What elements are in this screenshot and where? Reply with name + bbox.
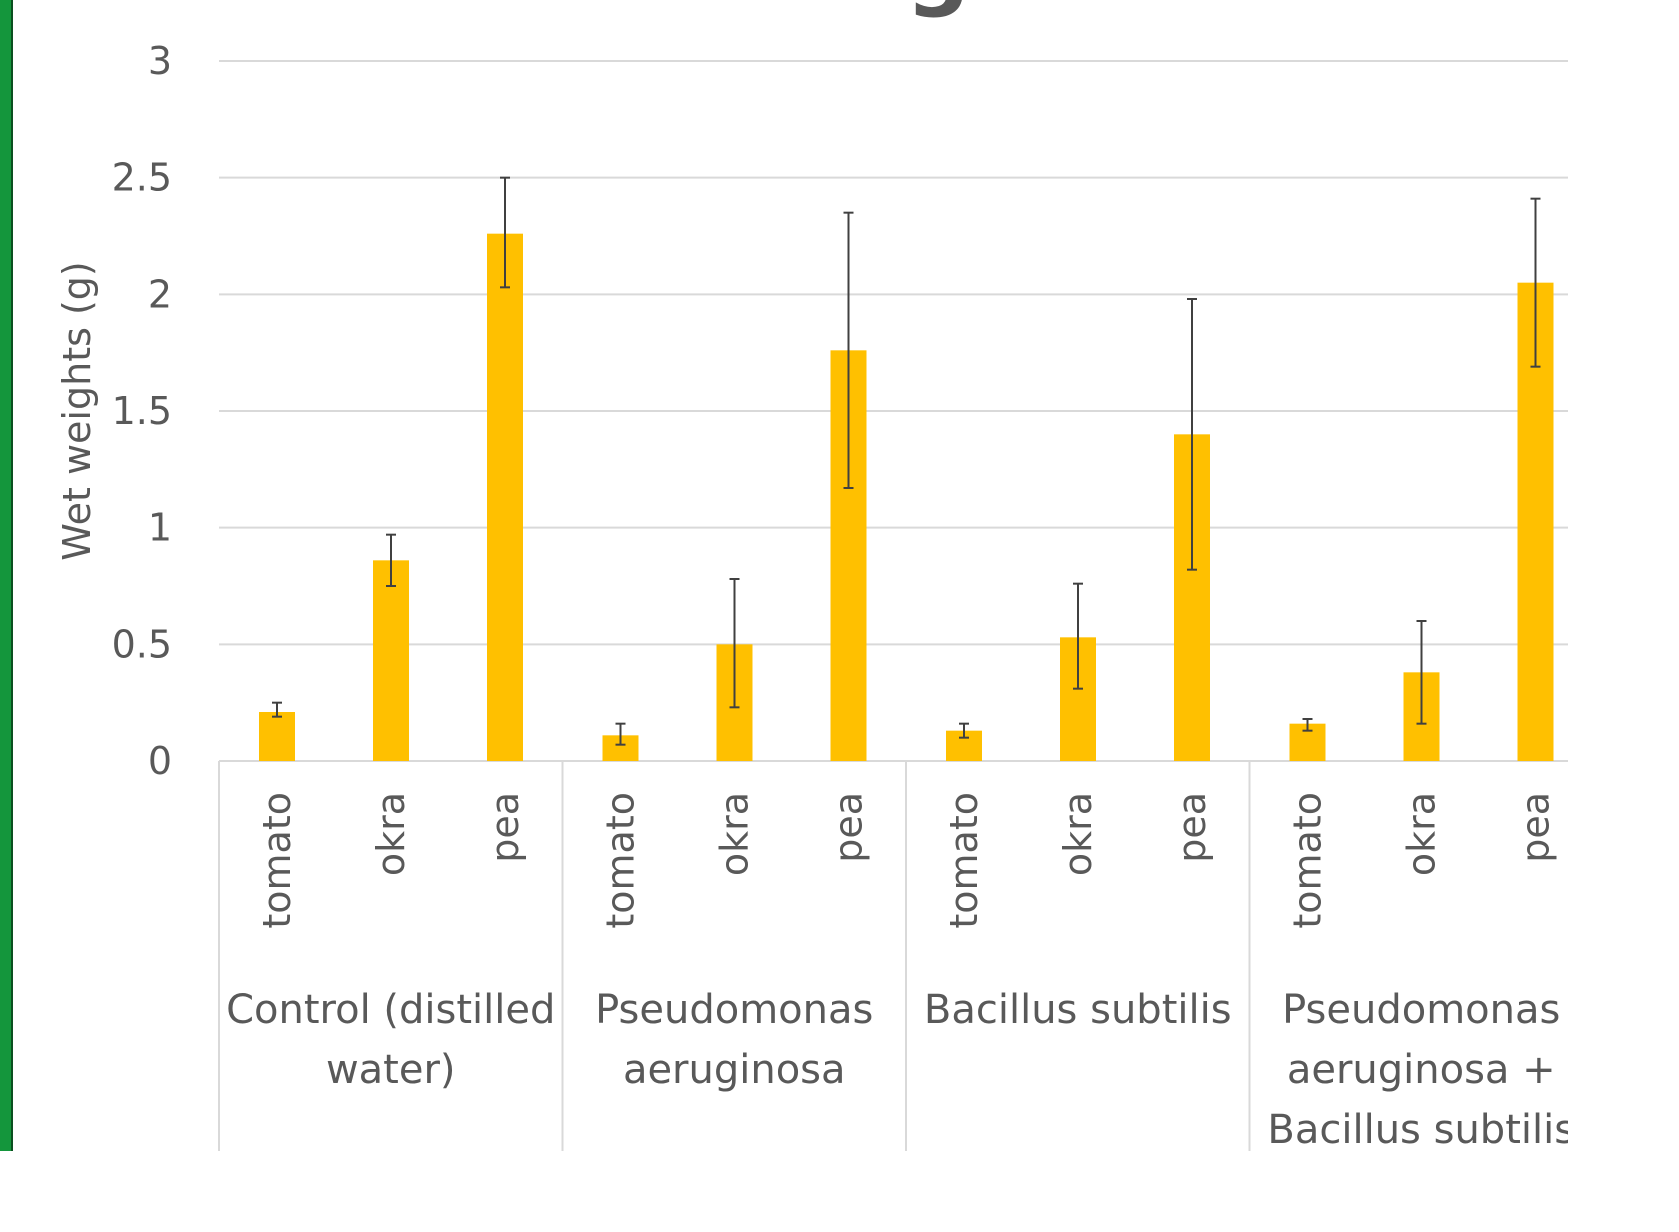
group-label: aeruginosa + [1287, 1047, 1556, 1093]
y-axis-tick-labels: 0 0.5 1 1.5 2 2.5 3 [112, 39, 172, 783]
error-bar [1073, 582, 1083, 690]
y-tick-label: 0 [148, 739, 172, 783]
group-label: Control (distilled [226, 987, 555, 1033]
error-bar [959, 722, 969, 739]
category-labels: tomato okra pea tomato okra pea tomato okra pea t… [255, 792, 1558, 929]
error-bar [1530, 197, 1541, 368]
bar [259, 712, 295, 761]
y-tick-label: 1.5 [112, 389, 172, 433]
error-bar [615, 722, 626, 746]
category-label: pea [827, 792, 871, 863]
left-green-edge [0, 0, 12, 1151]
category-label: tomato [1286, 792, 1330, 929]
group-label: Bacillus subtilis [1267, 1107, 1568, 1151]
category-label: pea [1514, 792, 1558, 863]
error-bar [272, 701, 282, 718]
y-tick-label: 1 [148, 506, 172, 550]
y-tick-label: 2 [148, 272, 172, 316]
error-bar [500, 176, 510, 289]
y-axis-title: Wet weights (g) [55, 261, 99, 560]
category-label: okra [369, 792, 413, 876]
group-label: Pseudomonas [1282, 987, 1560, 1033]
group-label: water) [326, 1047, 456, 1093]
category-label: tomato [255, 792, 299, 929]
group-label: Bacillus subtilis [924, 987, 1232, 1033]
y-tick-label: 2.5 [112, 156, 172, 200]
group-labels: Control (distilled water) Pseudomonas aerug… [226, 987, 1568, 1151]
group-label: aeruginosa [623, 1047, 846, 1093]
bar [487, 233, 523, 761]
category-label: pea [1170, 792, 1214, 863]
error-bar [1416, 620, 1427, 725]
error-bar [1187, 298, 1197, 571]
chart-title-fragment: g [906, 0, 970, 20]
category-label: okra [1400, 792, 1444, 876]
error-bar [386, 533, 396, 587]
bars [259, 233, 1554, 761]
left-edge-divider [11, 0, 13, 1151]
group-label: Pseudomonas [595, 987, 873, 1033]
category-label: okra [713, 792, 757, 876]
error-bar [843, 211, 854, 489]
bar [373, 560, 409, 761]
category-label: tomato [599, 792, 643, 929]
error-bar [729, 578, 740, 709]
category-label: tomato [942, 792, 986, 929]
category-label: okra [1056, 792, 1100, 876]
bar-chart: g 0 0.5 1 1.5 2 2.5 3 Wet weights (g) tomato ok… [55, 0, 1568, 1151]
y-tick-label: 0.5 [112, 622, 172, 666]
gridlines [218, 60, 1568, 1151]
category-label: pea [483, 792, 527, 863]
error-bar [1302, 718, 1313, 732]
error-bars [272, 176, 1541, 746]
y-tick-label: 3 [148, 39, 172, 83]
